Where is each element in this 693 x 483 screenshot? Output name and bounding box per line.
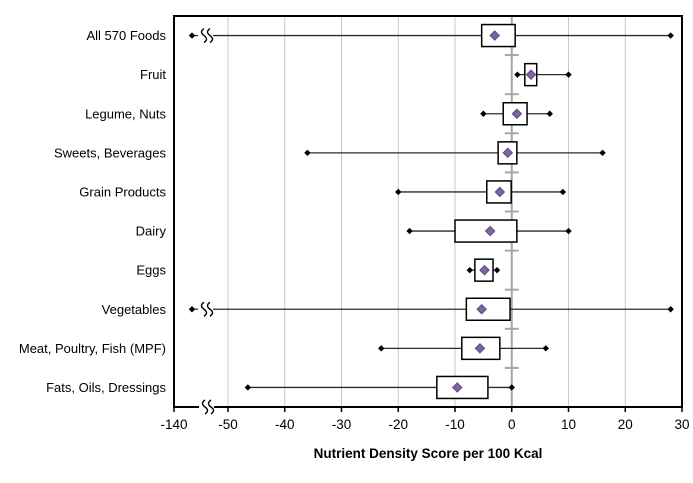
- whisker-max-marker: [667, 306, 674, 313]
- x-tick-label: 0: [508, 417, 516, 432]
- x-tick-label: 30: [674, 417, 689, 432]
- whisker-min-marker: [188, 306, 196, 313]
- mean-marker: [511, 108, 523, 120]
- whisker-min-marker: [406, 227, 413, 235]
- category-label: Fats, Oils, Dressings: [46, 380, 166, 395]
- whisker-max-marker: [565, 227, 572, 235]
- whisker-max-marker: [493, 266, 501, 274]
- axis-break-icon: [206, 301, 214, 317]
- axis-break-icon: [207, 399, 215, 415]
- category-label: Meat, Poultry, Fish (MPF): [19, 341, 166, 356]
- category-label: Dairy: [136, 224, 167, 239]
- category-label: Grain Products: [79, 184, 166, 199]
- x-tick-label: -50: [218, 417, 238, 432]
- axis-break-icon: [206, 27, 214, 44]
- whisker-max-marker: [565, 71, 572, 78]
- axis-break-icon: [201, 399, 209, 415]
- mean-marker: [494, 186, 506, 198]
- mean-marker: [474, 343, 486, 354]
- mean-marker: [489, 30, 501, 41]
- category-label: Legume, Nuts: [85, 106, 166, 121]
- axis-break-icon: [200, 301, 208, 317]
- whisker-min-marker: [480, 110, 487, 117]
- x-tick-label: -10: [445, 417, 465, 432]
- whisker-max-marker: [599, 149, 606, 157]
- x-axis-title: Nutrient Density Score per 100 Kcal: [313, 446, 543, 461]
- whisker-max-marker: [508, 384, 515, 391]
- category-label: Eggs: [136, 263, 166, 278]
- category-label: Sweets, Beverages: [54, 145, 167, 160]
- whisker-min-marker: [378, 345, 385, 352]
- whisker-min-marker: [304, 149, 311, 157]
- whisker-min-marker: [244, 384, 252, 391]
- mean-marker: [476, 303, 487, 315]
- plot-border: [173, 15, 683, 408]
- category-label: Vegetables: [102, 302, 167, 317]
- mean-marker: [525, 69, 537, 80]
- x-tick-label: 10: [561, 417, 576, 432]
- x-tick-label: -140: [160, 417, 187, 432]
- mean-marker: [502, 147, 514, 159]
- whisker-min-marker: [395, 188, 402, 196]
- whisker-max-marker: [546, 110, 553, 117]
- axis-break-icon: [200, 27, 208, 44]
- whisker-max-marker: [667, 32, 674, 39]
- x-tick-label: 20: [618, 417, 633, 432]
- whisker-min-marker: [514, 71, 521, 78]
- whisker-max-marker: [559, 188, 567, 196]
- mean-marker: [451, 382, 463, 393]
- whisker-min-marker: [188, 32, 196, 39]
- mean-marker: [484, 225, 496, 237]
- whisker-max-marker: [542, 345, 549, 352]
- x-tick-label: -20: [388, 417, 408, 432]
- category-label: All 570 Foods: [87, 28, 167, 43]
- whisker-min-marker: [466, 266, 473, 274]
- iqr-box: [465, 297, 511, 321]
- mean-marker: [479, 264, 490, 276]
- x-tick-label: -40: [275, 417, 295, 432]
- x-tick-label: -30: [332, 417, 352, 432]
- category-label: Fruit: [140, 67, 166, 82]
